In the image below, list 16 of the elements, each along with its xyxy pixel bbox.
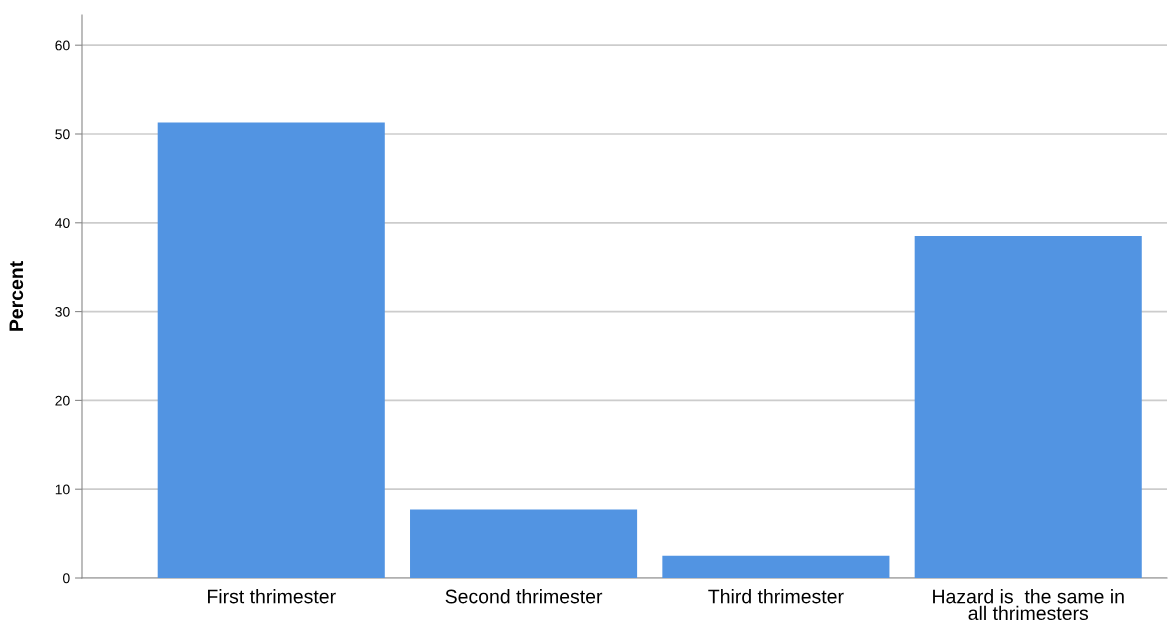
y-tick-label: 30 xyxy=(55,306,70,317)
x-tick-label: Hazard is the same in all thrimesters xyxy=(933,589,1124,621)
bar xyxy=(410,509,638,578)
x-tick-label: First thrimester xyxy=(208,589,336,604)
bar xyxy=(662,555,890,578)
y-tick-label: 20 xyxy=(55,395,70,406)
y-tick-label: 40 xyxy=(55,218,70,228)
bar xyxy=(157,122,385,578)
x-tick-label: Third thrimester xyxy=(708,589,844,604)
bar xyxy=(914,236,1142,578)
y-tick-label: 60 xyxy=(55,40,70,51)
y-tick-label: 50 xyxy=(55,129,70,140)
y-axis-title: Percent xyxy=(9,261,24,331)
x-tick-label: Second thrimester xyxy=(445,589,603,604)
y-tick-label: 0 xyxy=(63,573,70,584)
y-tick-label: 10 xyxy=(55,484,70,495)
